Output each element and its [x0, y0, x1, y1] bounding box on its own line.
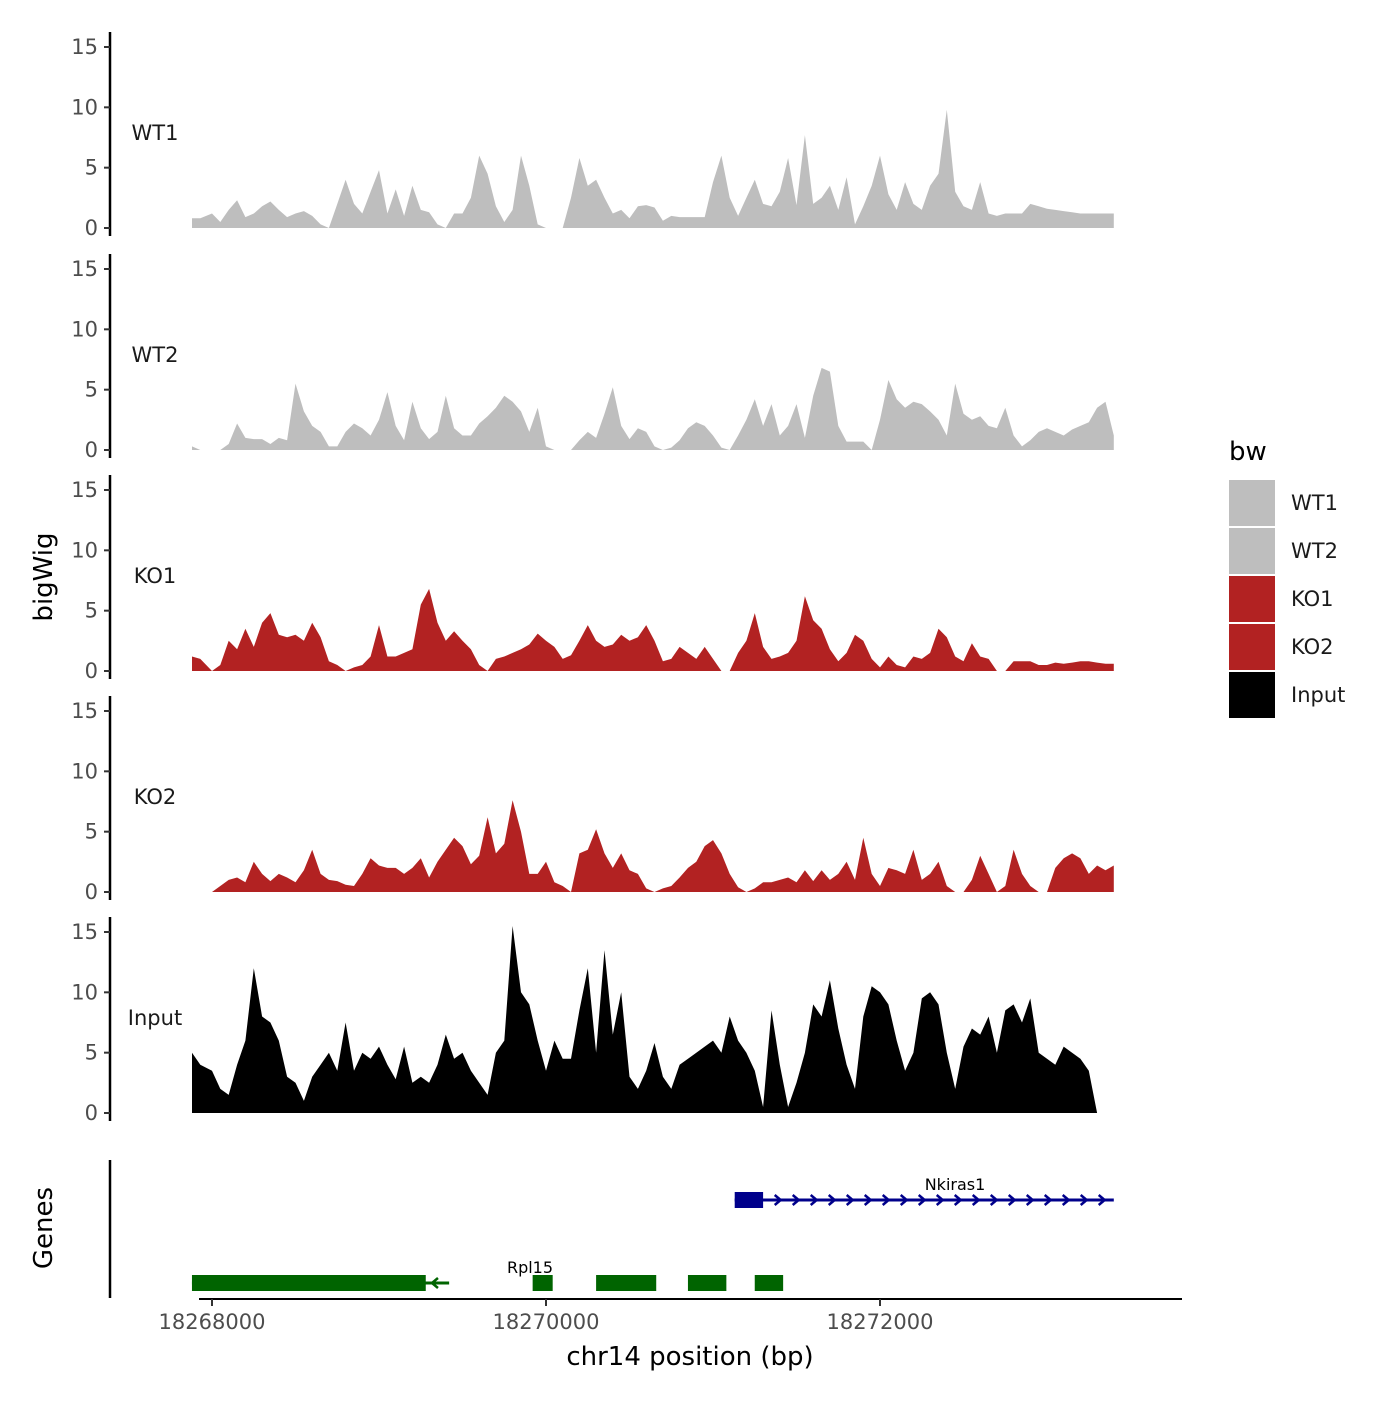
track-label-wt2: WT2 — [132, 343, 179, 367]
y-tick-label: 10 — [71, 538, 98, 562]
gene-exon — [754, 1275, 784, 1291]
track-ko1: 0 5 10 15 KO1 — [71, 475, 1114, 683]
gene-exon — [734, 1192, 764, 1208]
y-tick-label: 0 — [85, 880, 98, 904]
strand-arrow — [881, 1194, 891, 1206]
y-tick-label: 15 — [71, 478, 98, 502]
y-tick-label: 10 — [71, 317, 98, 341]
track-label-ko2: KO2 — [134, 785, 177, 809]
strand-arrow — [791, 1194, 801, 1206]
y-tick-label: 10 — [71, 759, 98, 783]
gene-exon — [596, 1275, 657, 1291]
legend: bw WT1 WT2 KO1 KO2 Input — [1229, 437, 1345, 718]
legend-key-ko2 — [1229, 624, 1275, 670]
y-tick-label: 5 — [85, 156, 98, 180]
gene-label-nkiras1: Nkiras1 — [925, 1175, 986, 1194]
coverage-area-input — [192, 926, 1114, 1113]
strand-arrow — [1007, 1194, 1017, 1206]
track-label-wt1: WT1 — [132, 121, 179, 145]
y-tick-label: 5 — [85, 1041, 98, 1065]
y-tick-label: 0 — [85, 438, 98, 462]
legend-label-input: Input — [1291, 683, 1345, 707]
strand-arrow — [935, 1194, 945, 1206]
strand-arrow — [1079, 1194, 1089, 1206]
x-tick-label: 18270000 — [493, 1310, 600, 1334]
legend-key-wt1 — [1229, 480, 1275, 526]
x-tick-label: 18268000 — [159, 1310, 266, 1334]
y-tick-label: 15 — [71, 35, 98, 59]
track-label-input: Input — [128, 1006, 182, 1030]
strand-arrow — [917, 1194, 927, 1206]
track-input: 0 5 10 15 Input — [71, 917, 1114, 1125]
y-tick-label: 10 — [71, 95, 98, 119]
strand-arrow — [773, 1194, 783, 1206]
y-tick-label: 15 — [71, 920, 98, 944]
x-axis-title: chr14 position (bp) — [566, 1342, 813, 1372]
strand-arrow — [971, 1194, 981, 1206]
y-axis-title-genes: Genes — [29, 1187, 59, 1269]
y-tick-label: 5 — [85, 820, 98, 844]
gene-exon — [687, 1275, 727, 1291]
y-tick-label: 15 — [71, 699, 98, 723]
x-tick-label: 18272000 — [827, 1310, 934, 1334]
strand-arrow — [1061, 1194, 1071, 1206]
strand-arrow — [827, 1194, 837, 1206]
y-tick-label: 10 — [71, 980, 98, 1004]
gene-label-rpl15: Rpl15 — [507, 1258, 553, 1277]
strand-arrow — [1097, 1194, 1107, 1206]
coverage-area-ko2 — [192, 800, 1114, 892]
y-tick-label: 5 — [85, 599, 98, 623]
legend-key-wt2 — [1229, 528, 1275, 574]
signal-tracks: 0 5 10 15 WT1 0 5 10 15 WT2 0 5 10 15 KO1 0 5 10 15 KO2 0 5 10… — [71, 32, 1114, 1125]
strand-arrow — [809, 1194, 819, 1206]
legend-label-ko2: KO2 — [1291, 635, 1334, 659]
y-tick-label: 15 — [71, 257, 98, 281]
legend-key-ko1 — [1229, 576, 1275, 622]
strand-arrow — [863, 1194, 873, 1206]
x-axis-ticks: 18268000 18270000 18272000 — [159, 1299, 934, 1334]
strand-arrow — [899, 1194, 909, 1206]
strand-arrow — [430, 1277, 439, 1289]
y-tick-label: 0 — [85, 659, 98, 683]
strand-arrow — [953, 1194, 963, 1206]
gene-panel: Rpl15 Nkiras1 — [108, 1160, 1114, 1298]
strand-arrow — [989, 1194, 999, 1206]
y-axis-title-bigwig: bigWig — [29, 532, 59, 621]
legend-title: bw — [1229, 437, 1267, 467]
track-ko2: 0 5 10 15 KO2 — [71, 696, 1114, 904]
legend-label-wt1: WT1 — [1291, 491, 1338, 515]
y-tick-label: 5 — [85, 378, 98, 402]
gene-exon — [191, 1275, 426, 1291]
gene-nkiras1: Nkiras1 — [734, 1175, 1114, 1208]
track-wt1: 0 5 10 15 WT1 — [71, 32, 1114, 240]
coverage-area-wt1 — [192, 109, 1114, 228]
coverage-area-ko1 — [192, 588, 1114, 671]
y-tick-label: 0 — [85, 1101, 98, 1125]
gene-exon — [532, 1275, 553, 1291]
legend-label-wt2: WT2 — [1291, 539, 1338, 563]
strand-arrow — [1043, 1194, 1053, 1206]
strand-arrow — [845, 1194, 855, 1206]
y-tick-label: 0 — [85, 216, 98, 240]
gene-rpl15: Rpl15 — [191, 1258, 784, 1291]
coverage-area-wt2 — [192, 367, 1114, 450]
strand-arrow — [1025, 1194, 1035, 1206]
legend-key-input — [1229, 672, 1275, 718]
track-wt2: 0 5 10 15 WT2 — [71, 254, 1114, 462]
track-label-ko1: KO1 — [134, 564, 177, 588]
legend-label-ko1: KO1 — [1291, 587, 1334, 611]
